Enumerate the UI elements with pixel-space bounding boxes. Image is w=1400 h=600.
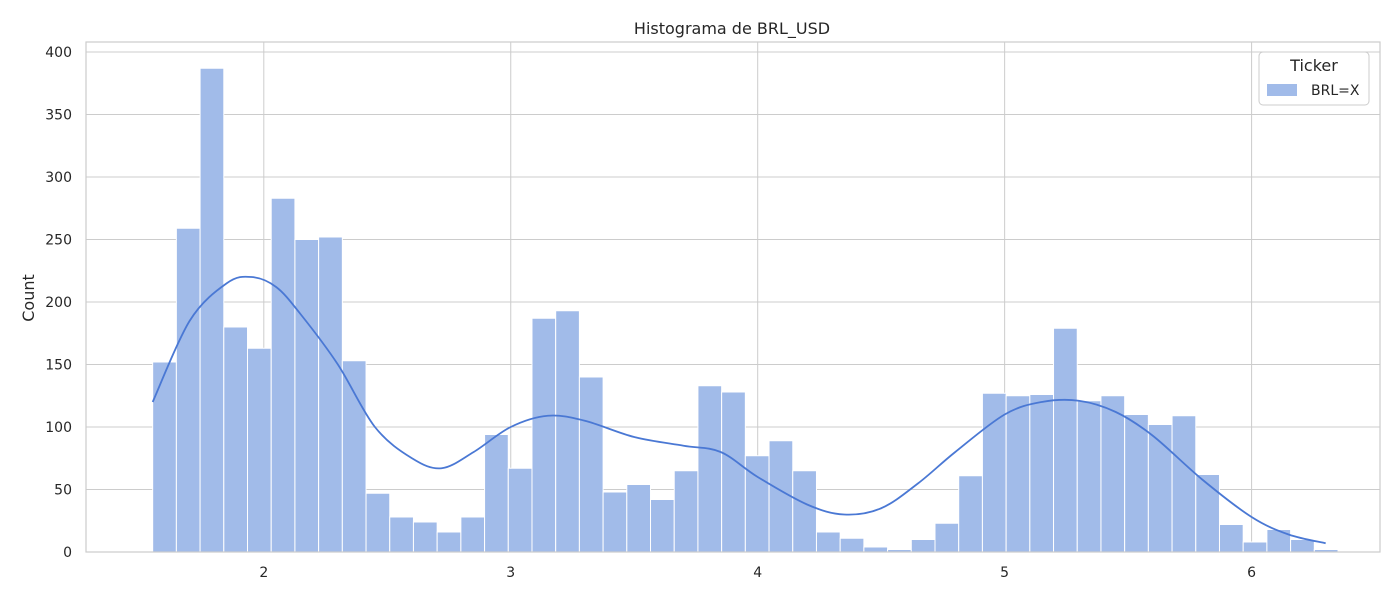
histogram-bar: [412, 521, 438, 553]
y-tick-label: 0: [63, 545, 72, 561]
histogram-bar: [389, 516, 414, 553]
histogram-bar: [1171, 415, 1197, 553]
histogram-bar: [436, 531, 462, 553]
y-tick-label: 150: [45, 358, 72, 374]
histogram-bar: [673, 470, 699, 553]
histogram-bars: [152, 67, 1339, 553]
legend: Ticker BRL=X: [1258, 51, 1370, 106]
histogram-bar: [294, 239, 320, 553]
plot-frame: [85, 41, 1381, 553]
x-tick-labels: 2 3 4 5 6: [259, 565, 1256, 581]
histogram-bar: [460, 516, 486, 553]
y-tick-labels: 0 50 100 150 200 250 300 350 400: [45, 45, 72, 561]
histogram-bar: [721, 391, 746, 553]
y-tick-label: 50: [54, 483, 72, 499]
x-tick-label: 3: [506, 565, 515, 581]
chart-title: Histograma de BRL_USD: [634, 19, 830, 39]
histogram-bar: [626, 484, 652, 553]
histogram-bar: [555, 310, 580, 553]
histogram-bar: [1005, 395, 1031, 553]
histogram-bar: [1147, 424, 1173, 553]
y-axis-label: Count: [19, 274, 38, 322]
y-tick-label: 350: [45, 108, 72, 124]
x-tick-label: 6: [1247, 565, 1256, 581]
histogram-bar: [934, 522, 960, 553]
histogram-bar: [1195, 474, 1220, 553]
legend-label-brl-x: BRL=X: [1311, 83, 1360, 99]
x-tick-label: 5: [1000, 565, 1009, 581]
y-tick-label: 400: [45, 45, 72, 61]
histogram-bar: [247, 347, 272, 553]
y-tick-label: 250: [45, 233, 72, 249]
histogram-bar: [1053, 327, 1078, 553]
histogram-bar: [910, 539, 936, 553]
histogram-bar: [484, 434, 509, 553]
histogram-bar: [1100, 395, 1126, 553]
x-tick-label: 4: [753, 565, 762, 581]
histogram-bar: [1076, 400, 1102, 553]
histogram-bar: [175, 227, 201, 553]
histogram-bar: [1290, 539, 1315, 553]
y-tick-label: 200: [45, 295, 72, 311]
histogram-bar: [792, 470, 817, 553]
histogram-bar: [602, 491, 628, 553]
histogram-bar: [199, 67, 225, 553]
histogram-bar: [1124, 414, 1149, 553]
histogram-bar: [270, 197, 296, 553]
histogram-bar: [981, 392, 1007, 553]
histogram-bar: [958, 475, 983, 553]
histogram-bar: [650, 499, 675, 553]
histogram-bar: [152, 361, 177, 553]
legend-title: Ticker: [1289, 56, 1338, 75]
histogram-bar: [223, 326, 249, 553]
histogram-bar: [507, 467, 533, 553]
histogram-bar: [815, 531, 841, 553]
histogram-bar: [1242, 541, 1268, 553]
legend-swatch-brl-x: [1267, 84, 1297, 96]
histogram-bar: [365, 492, 391, 553]
histogram-bar: [531, 317, 557, 553]
histogram-bar: [1266, 529, 1292, 553]
histogram-bar: [318, 236, 343, 553]
histogram-bar: [578, 376, 604, 553]
x-tick-label: 2: [259, 565, 268, 581]
y-tick-label: 300: [45, 170, 72, 186]
kde-curve: [151, 275, 1326, 545]
histogram-bar: [341, 360, 367, 553]
y-tick-label: 100: [45, 420, 72, 436]
histogram-bar: [1029, 394, 1055, 553]
histogram-bar: [697, 385, 723, 553]
histogram-bar: [1218, 524, 1244, 553]
histogram-bar: [839, 537, 865, 553]
histogram-bar: [863, 546, 889, 553]
